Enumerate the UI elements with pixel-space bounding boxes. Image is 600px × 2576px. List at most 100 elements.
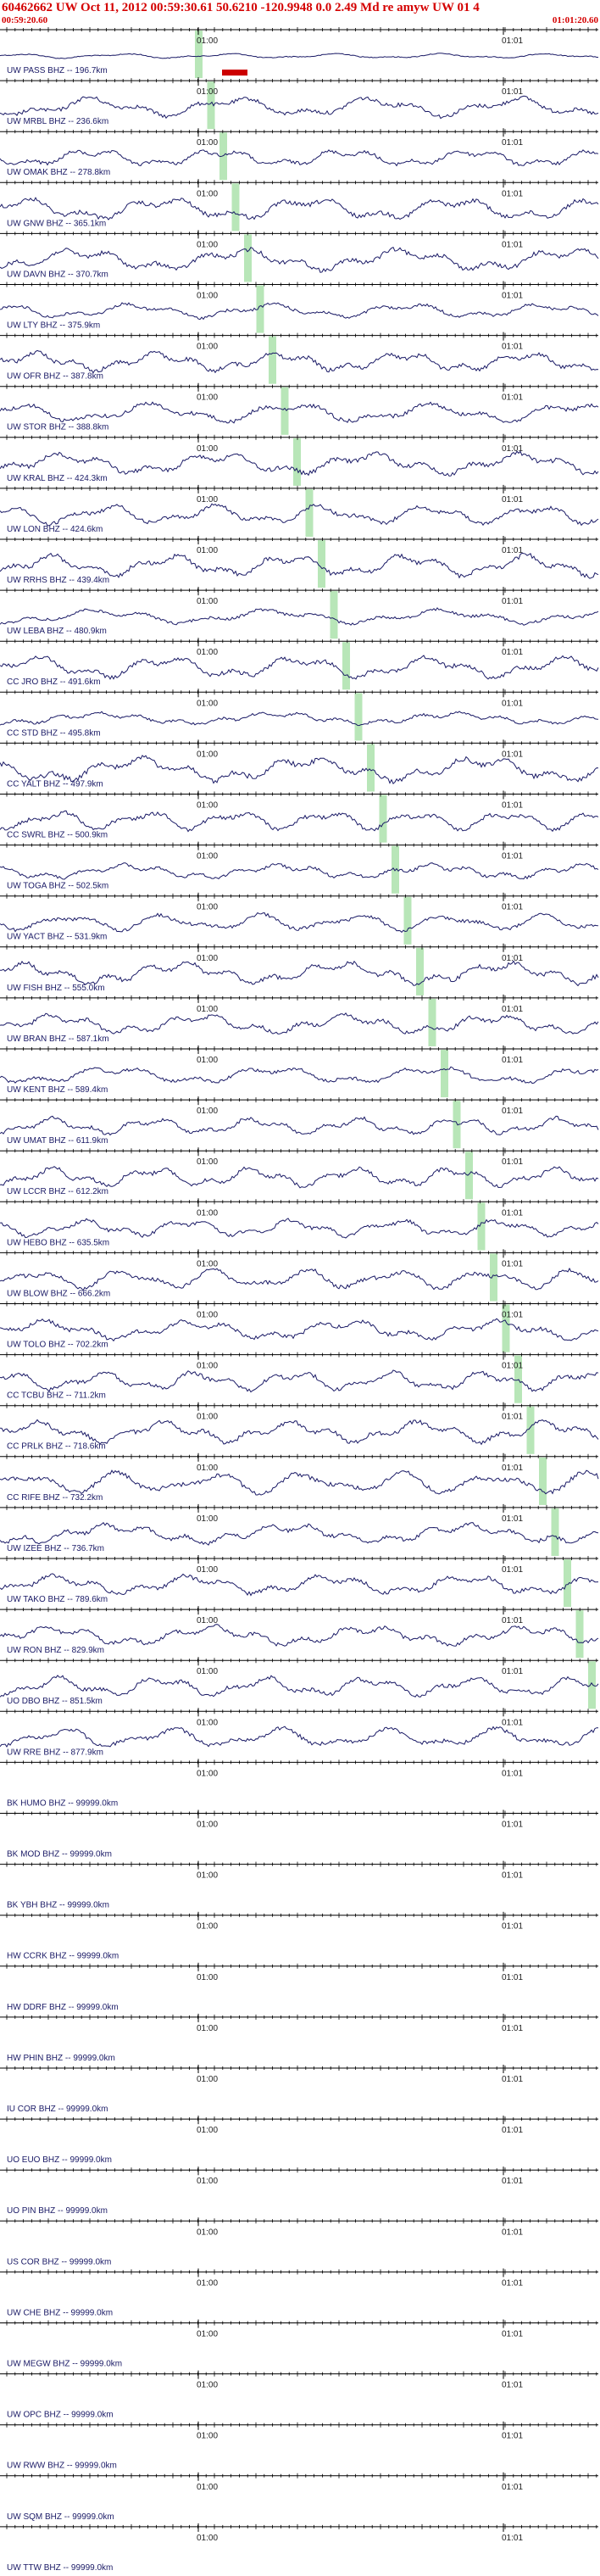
waveform	[0, 1267, 599, 1291]
station-label: UW MEGW BHZ -- 99999.0km	[7, 2360, 122, 2369]
red-pick-marker	[222, 70, 247, 76]
tick-label-0101: 01:01	[502, 1922, 523, 1932]
tick-label-0100: 01:00	[197, 1157, 218, 1167]
pick-marker	[453, 1101, 461, 1149]
waveform	[0, 197, 599, 220]
waveform	[0, 1115, 599, 1136]
tick-label-0100: 01:00	[197, 1514, 218, 1524]
pick-marker	[207, 81, 215, 130]
pick-marker	[539, 1457, 547, 1505]
tick-label-0101: 01:01	[502, 1259, 523, 1268]
tick-label-0101: 01:01	[502, 2534, 523, 2543]
pick-marker	[354, 693, 363, 741]
station-label: CC SWRL BHZ -- 500.9km	[7, 831, 108, 840]
tick-label-0101: 01:01	[502, 648, 523, 657]
tick-label-0101: 01:01	[502, 2483, 523, 2492]
station-row: 01:00 01:01 UW RRE BHZ -- 877.9km	[0, 1708, 599, 1757]
tick-label-0101: 01:01	[502, 1107, 523, 1116]
station-row: 01:00 01:01 CC PRLK BHZ -- 718.6km	[0, 1402, 599, 1454]
station-row: 01:00 01:01 UW TOLO BHZ -- 702.2km	[0, 1300, 599, 1352]
pick-marker	[244, 234, 252, 282]
station-label: UW LEBA BHZ -- 480.9km	[7, 627, 107, 636]
tick-label-0101: 01:01	[502, 1056, 523, 1065]
waveform	[0, 1066, 599, 1084]
station-label: UW RWW BHZ -- 99999.0km	[7, 2462, 117, 2471]
station-row: 01:00 01:01 CC SWRL BHZ -- 500.9km	[0, 790, 599, 843]
tick-label-0100: 01:00	[197, 2278, 218, 2288]
station-row: 01:00 01:01 UW RON BHZ -- 829.9km	[0, 1606, 599, 1659]
waveform	[0, 349, 599, 374]
tick-label-0100: 01:00	[197, 801, 218, 811]
tick-label-0100: 01:00	[197, 240, 218, 249]
pick-marker	[219, 132, 227, 181]
station-label: UW GNW BHZ -- 365.1km	[7, 219, 106, 228]
station-row: 01:00 01:01 UW YACT BHZ -- 531.9km	[0, 892, 599, 945]
tick-label-0100: 01:00	[197, 1464, 218, 1473]
tick-label-0100: 01:00	[197, 1311, 218, 1320]
waveform	[0, 711, 599, 727]
waveform	[0, 1675, 599, 1698]
station-row: 01:00 01:01 UW KRAL BHZ -- 424.3km	[0, 433, 599, 486]
tick-label-0101: 01:01	[502, 2381, 523, 2390]
station-label: UW HEBO BHZ -- 635.5km	[7, 1238, 109, 1247]
station-label: CC YALT BHZ -- 497.9km	[7, 779, 103, 789]
pick-marker	[195, 31, 203, 79]
station-label: UW TTW BHZ -- 99999.0km	[7, 2563, 113, 2573]
station-label: UW IZEE BHZ -- 736.7km	[7, 1544, 104, 1553]
tick-label-0100: 01:00	[197, 1820, 218, 1830]
station-label: UW TOGA BHZ -- 502.5km	[7, 882, 108, 891]
station-row: 01:00 01:01 UW DAVN BHZ -- 370.7km	[0, 230, 599, 282]
station-label: UW OPC BHZ -- 99999.0km	[7, 2411, 114, 2420]
waveform	[0, 862, 599, 880]
station-label: BK HUMO BHZ -- 99999.0km	[7, 1798, 118, 1808]
station-row: 01:00 01:01 UW KENT BHZ -- 589.4km	[0, 1045, 599, 1098]
station-row: 01:00 01:01 UW GNW BHZ -- 365.1km	[0, 179, 599, 231]
tick-label-0101: 01:01	[502, 954, 523, 963]
tick-label-0101: 01:01	[502, 546, 523, 555]
waveform	[0, 655, 599, 680]
tick-label-0101: 01:01	[502, 1565, 523, 1575]
tick-label-0100: 01:00	[197, 2483, 218, 2492]
tick-label-0100: 01:00	[197, 2330, 218, 2339]
waveform	[0, 1573, 599, 1597]
station-row: 01:00 01:01 CC STD BHZ -- 495.8km	[0, 689, 599, 741]
station-row: 01:00 01:01 UW PASS BHZ -- 196.7km	[0, 27, 598, 79]
station-row: 01:00 01:01 UW LON BHZ -- 424.6km	[0, 484, 599, 537]
waveform	[0, 450, 599, 477]
tick-label-0101: 01:01	[502, 1820, 523, 1830]
waveform	[0, 149, 599, 167]
tick-label-0101: 01:01	[502, 189, 523, 198]
tick-label-0100: 01:00	[197, 954, 218, 963]
event-title: 60462662 UW Oct 11, 2012 00:59:30.61 50.…	[2, 1, 480, 14]
station-label: CC JRO BHZ -- 491.6km	[7, 677, 101, 687]
station-row: 01:00 01:01 UW TOGA BHZ -- 502.5km	[0, 841, 599, 894]
tick-label-0100: 01:00	[197, 648, 218, 657]
waveform	[0, 1369, 599, 1393]
tick-label-0100: 01:00	[197, 2024, 218, 2033]
station-row: 01:00 01:01 UW OMAK BHZ -- 278.8km	[0, 128, 599, 181]
tick-label-0101: 01:01	[502, 801, 523, 811]
station-label: UW FISH BHZ -- 555.0km	[7, 984, 105, 993]
waveform	[0, 960, 599, 987]
station-label: UW MRBL BHZ -- 236.6km	[7, 117, 108, 126]
station-row: 01:00 01:01 UW HEBO BHZ -- 635.5km	[0, 1198, 599, 1251]
tick-label-0101: 01:01	[502, 1413, 523, 1422]
pick-marker	[367, 744, 375, 792]
tick-label-0101: 01:01	[502, 903, 523, 912]
station-label: UW TAKO BHZ -- 789.6km	[7, 1595, 108, 1604]
tick-label-0101: 01:01	[502, 1718, 523, 1727]
tick-label-0101: 01:01	[502, 444, 523, 454]
pick-marker	[231, 183, 240, 231]
tick-label-0100: 01:00	[197, 2381, 218, 2390]
tick-label-0100: 01:00	[197, 189, 218, 198]
station-label: UW LON BHZ -- 424.6km	[7, 525, 103, 534]
pick-marker	[551, 1508, 559, 1556]
station-label: UW TOLO BHZ -- 702.2km	[7, 1341, 108, 1350]
tick-label-0101: 01:01	[502, 1973, 523, 1982]
station-row: 01:00 01:01 HW DDRF BHZ -- 99999.0km	[0, 1962, 598, 2012]
waveform	[0, 912, 599, 934]
station-label: UW OFR BHZ -- 387.8km	[7, 372, 103, 382]
tick-label-0101: 01:01	[502, 292, 523, 301]
record-header: 60462662 UW Oct 11, 2012 00:59:30.61 50.…	[0, 0, 600, 27]
station-row: 01:00 01:01 CC JRO BHZ -- 491.6km	[0, 638, 599, 690]
